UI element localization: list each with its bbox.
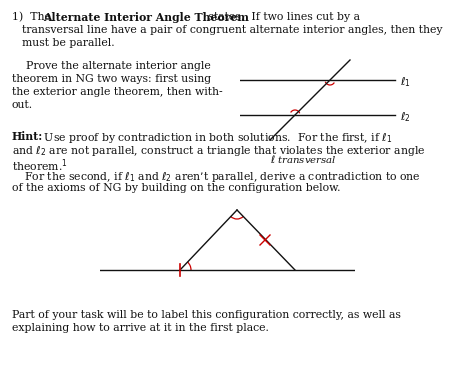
Text: 1)  The: 1) The <box>12 12 55 22</box>
Text: Part of your task will be to label this configuration correctly, as well as: Part of your task will be to label this … <box>12 310 401 320</box>
Text: Prove the alternate interior angle: Prove the alternate interior angle <box>12 61 211 71</box>
Text: theorem.$^1$: theorem.$^1$ <box>12 157 68 173</box>
Text: transversal line have a pair of congruent alternate interior angles, then they: transversal line have a pair of congruen… <box>22 25 443 35</box>
Text: explaining how to arrive at it in the first place.: explaining how to arrive at it in the fi… <box>12 323 269 333</box>
Text: theorem in NG two ways: first using: theorem in NG two ways: first using <box>12 74 211 84</box>
Text: $\ell$ transversal: $\ell$ transversal <box>270 153 337 165</box>
Text: must be parallel.: must be parallel. <box>22 38 115 48</box>
Text: the exterior angle theorem, then with-: the exterior angle theorem, then with- <box>12 87 223 97</box>
Text: For the second, if $\ell_1$ and $\ell_2$ aren’t parallel, derive a contradiction: For the second, if $\ell_1$ and $\ell_2$… <box>24 170 421 184</box>
Text: Alternate Interior Angle Theorem: Alternate Interior Angle Theorem <box>43 12 249 23</box>
Text: Use proof by contradiction in both solutions.  For the first, if $\ell_1$: Use proof by contradiction in both solut… <box>37 131 392 145</box>
Text: and $\ell_2$ are not parallel, construct a triangle that violates the exterior a: and $\ell_2$ are not parallel, construct… <box>12 144 425 158</box>
Text: of the axioms of NG by building on the configuration below.: of the axioms of NG by building on the c… <box>12 183 340 193</box>
Text: $\ell_2$: $\ell_2$ <box>400 110 410 124</box>
Text: out.: out. <box>12 100 33 110</box>
Text: $\ell_1$: $\ell_1$ <box>400 75 410 89</box>
Text: states:  If two lines cut by a: states: If two lines cut by a <box>205 12 360 22</box>
Text: Hint:: Hint: <box>12 131 43 142</box>
